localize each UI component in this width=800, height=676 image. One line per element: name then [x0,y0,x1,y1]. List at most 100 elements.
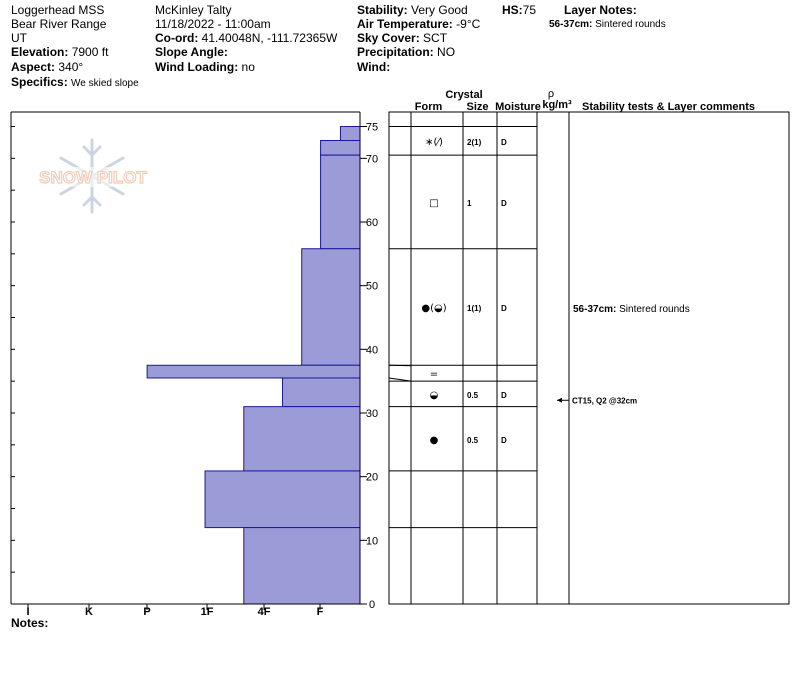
elevation-value: 7900 ft [71,45,109,59]
grain-size: 1 [467,199,472,208]
site-name: Loggerhead MSS [11,3,105,17]
hardness-bar [320,140,361,156]
hardness-axis: I K P 1F 4F F [26,604,324,618]
hardness-bar [320,154,361,250]
coord-label: Co-ord: [155,31,199,45]
layer-note: 56-37cm: Sintered rounds [549,18,666,32]
grain-size: 0.5 [467,436,479,445]
grain-form-symbol: □ [429,198,438,209]
grain-form-symbol: = [430,369,438,380]
stability-label: Stability: [357,3,408,17]
snowflake-icon [59,138,125,214]
moisture-value: D [501,436,507,445]
aspect: Aspect: 340° [11,60,83,74]
sky-cover-label: Sky Cover: [357,31,420,45]
specifics-label: Specifics: [11,75,68,89]
form-header: Form [414,101,443,113]
wind: Wind: [357,60,390,74]
stability-value: Very Good [411,3,468,17]
crystal-header: Crystal [445,89,483,101]
hardness-bar [282,377,361,408]
height-tick-label: 40 [366,344,378,356]
moisture-value: D [501,138,507,147]
aspect-value: 340° [58,60,84,74]
height-tick-label: 50 [366,281,378,293]
mountain-range: Bear River Range [11,17,107,31]
stability-tests-header: Stability tests & Layer comments [582,101,756,113]
size-header: Size [466,101,489,113]
chart-frame [10,111,361,605]
stability-annotations: 56-37cm: Sintered rounds CT15, Q2 @32cm [557,304,690,405]
grain-form-symbol: ◒ [430,390,439,401]
notes-label: Notes: [11,616,49,630]
wind-loading-label: Wind Loading: [155,60,239,74]
grain-size: 2(1) [467,138,482,147]
moisture-header: Moisture [495,101,541,113]
stability-test-label: CT15, Q2 @32cm [572,396,637,405]
hardness-bar [339,126,361,142]
height-tick-label: 30 [366,408,378,420]
hardness-layers [146,126,361,605]
density-symbol-header: ρ [547,88,555,100]
height-tick-label: 60 [366,217,378,229]
stability: Stability: Very Good [357,3,468,17]
hardness-bar [243,527,361,605]
test-arrow-head [557,397,562,403]
height-axis: 0 10 20 30 40 50 60 70 75 [360,122,378,611]
layer-connector [388,364,412,367]
specifics-value: We skied slope [71,78,139,89]
precipitation: Precipitation: NO [357,45,455,59]
hardness-bar [243,406,361,472]
wind-loading: Wind Loading: no [155,60,255,74]
sky-cover: Sky Cover: SCT [357,31,447,45]
air-temperature: Air Temperature: -9°C [357,17,480,31]
watermark-text: SNOW PILOT [39,168,147,187]
height-tick-label: 70 [366,153,378,165]
height-tick-label: 10 [366,535,378,547]
hardness-bar [204,470,361,529]
air-temperature-label: Air Temperature: [357,17,453,31]
height-tick-label: 0 [369,599,375,611]
precipitation-value: NO [437,45,456,59]
hardness-tick-label: K [85,606,93,618]
layer-table: ∗(⁄) 2(1) D □ 1 D ●(◒) 1(1) D = ◒ 0.5 D ● 0.5 D [388,111,790,605]
sky-cover-value: SCT [423,31,448,45]
height-tick-label: 20 [366,472,378,484]
snow-height-value: 75 [522,3,537,17]
grain-size: 0.5 [467,391,479,400]
snow-height-label: HS: [502,3,523,17]
wind-label: Wind: [357,60,391,74]
specifics: Specifics: We skied slope [11,75,139,91]
wind-loading-value: no [241,60,255,74]
elevation-label: Elevation: [11,45,69,59]
moisture-value: D [501,391,507,400]
precipitation-label: Precipitation: [357,45,434,59]
slope-angle-label: Slope Angle: [155,45,228,59]
moisture-value: D [501,199,507,208]
aspect-label: Aspect: [11,60,56,74]
height-tick-label: 75 [366,122,378,134]
hardness-tick-label: I [26,606,29,618]
layer-comment: 56-37cm: Sintered rounds [573,304,690,315]
layer-note-range: 56-37cm: [549,19,593,30]
grain-form-symbol: ●(◒) [421,303,446,314]
hardness-tick-label: 4F [258,606,271,618]
hardness-tick-label: 1F [201,606,214,618]
hardness-tick-label: P [143,606,150,618]
observation-datetime: 11/18/2022 - 11:00am [155,17,271,31]
observer-name: McKinley Talty [155,3,232,17]
air-temperature-value: -9°C [456,17,481,31]
coord-value: 41.40048N, -111.72365W [201,31,338,45]
layer-connector [388,377,412,382]
hardness-tick-label: F [317,606,324,618]
coordinates: Co-ord: 41.40048N, -111.72365W [155,31,337,45]
snow-height: HS:75 [502,3,536,17]
layer-notes-title: Layer Notes: [564,3,637,17]
grain-form-symbol: ● [430,435,439,446]
grain-form-symbol: ∗(⁄) [425,137,443,148]
elevation: Elevation: 7900 ft [11,45,108,59]
density-unit-header: kg/m³ [542,99,572,111]
grain-size: 1(1) [467,304,482,313]
hardness-bar [301,248,361,366]
